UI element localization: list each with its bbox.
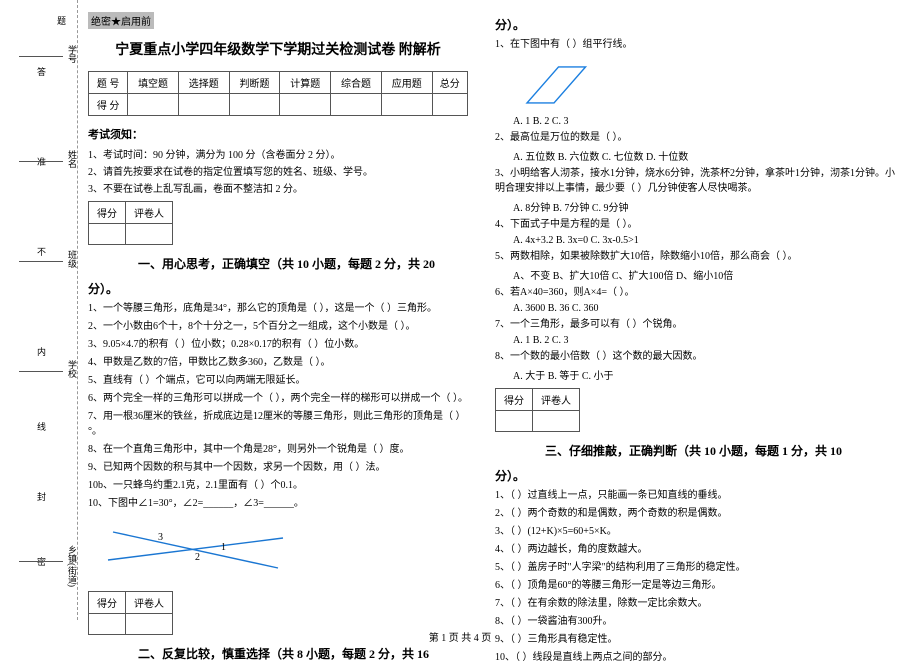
grader-table: 得分评卷人 xyxy=(495,388,580,432)
th: 应用题 xyxy=(381,72,432,94)
question: 10、下图中∠1=30°，∠2=______，∠3=______。 xyxy=(88,496,468,511)
angle-label-3: 3 xyxy=(158,532,163,543)
section3-title-b: 分）。 xyxy=(495,467,895,484)
page-footer: 第 1 页 共 4 页 xyxy=(0,629,920,644)
question: 7、（ ）在有余数的除法里，除数一定比余数大。 xyxy=(495,596,895,611)
question: 2、（ ）两个奇数的和是偶数，两个奇数的积是偶数。 xyxy=(495,506,895,521)
binding-column: 题 答 学号 准 姓名 不 班级 内 学校 线 封 密 乡镇(街道) xyxy=(5,0,78,620)
mini-c2: 评卷人 xyxy=(126,592,173,614)
question: 3、小明给客人沏茶，接水1分钟，烧水6分钟，洗茶杯2分钟，拿茶叶1分钟，沏茶1分… xyxy=(495,166,895,196)
class-label: 班级 xyxy=(7,250,79,268)
instruction: 3、不要在试卷上乱写乱画，卷面不整洁扣 2 分。 xyxy=(88,180,468,195)
question: 10b、一只蜂鸟约重2.1克，2.1里面有（ ）个0.1。 xyxy=(88,478,468,493)
question: 7、用一根36厘米的铁丝，折成底边是12厘米的等腰三角形，则此三角形的顶角是（ … xyxy=(88,409,468,439)
binding-char: 答 xyxy=(37,65,46,78)
table-row: 题 号 填空题 选择题 判断题 计算题 综合题 应用题 总分 xyxy=(89,72,468,94)
instruction: 1、考试时间：90 分钟，满分为 100 分（含卷面分 2 分）。 xyxy=(88,146,468,161)
binding-char: 线 xyxy=(37,420,46,433)
question: 1、在下图中有（ ）组平行线。 xyxy=(495,37,895,52)
exam-title: 宁夏重点小学四年级数学下学期过关检测试卷 附解析 xyxy=(88,39,468,59)
grader-table: 得分评卷人 xyxy=(88,201,173,245)
score-table: 题 号 填空题 选择题 判断题 计算题 综合题 应用题 总分 得 分 xyxy=(88,71,468,116)
name-label: 姓名 xyxy=(7,150,79,168)
question: 2、最高位是万位的数是（ ）。 xyxy=(495,130,895,145)
binding-char: 内 xyxy=(37,345,46,358)
mini-c2: 评卷人 xyxy=(126,202,173,224)
question: 9、已知两个因数的积与其中一个因数，求另一个因数，用（ ）法。 xyxy=(88,460,468,475)
table-row: 得 分 xyxy=(89,94,468,116)
section2-title-b: 分）。 xyxy=(495,16,895,33)
question: 6、若A×40=360，则A×4=（ ）。 xyxy=(495,285,895,300)
question: 6、两个完全一样的三角形可以拼成一个（ ），两个完全一样的梯形可以拼成一个（ ）… xyxy=(88,391,468,406)
options: A. 五位数 B. 六位数 C. 七位数 D. 十位数 xyxy=(513,148,895,163)
question: 5、（ ）盖房子时"人字梁"的结构利用了三角形的稳定性。 xyxy=(495,560,895,575)
options: A、不变 B、扩大10倍 C、扩大100倍 D、缩小10倍 xyxy=(513,267,895,282)
row-label: 得 分 xyxy=(89,94,128,116)
question: 3、9.05×4.7的积有（ ）位小数；0.28×0.17的积有（ ）位小数。 xyxy=(88,337,468,352)
section1-title-b: 分）。 xyxy=(88,280,468,297)
options: A. 大于 B. 等于 C. 小于 xyxy=(513,367,895,382)
question: 5、直线有（ ）个端点，它可以向两端无限延长。 xyxy=(88,373,468,388)
angle-label-1: 1 xyxy=(221,542,226,553)
angle-label-2: 2 xyxy=(195,552,200,563)
mini-c1: 得分 xyxy=(89,202,126,224)
left-column: 绝密★启用前 宁夏重点小学四年级数学下学期过关检测试卷 附解析 题 号 填空题 … xyxy=(88,12,468,666)
th: 计算题 xyxy=(280,72,331,94)
question: 6、（ ）顶角是60°的等腰三角形一定是等边三角形。 xyxy=(495,578,895,593)
th: 判断题 xyxy=(229,72,280,94)
mini-c2: 评卷人 xyxy=(533,389,580,411)
options: A. 1 B. 2 C. 3 xyxy=(513,116,895,127)
th: 填空题 xyxy=(128,72,179,94)
options: A. 1 B. 2 C. 3 xyxy=(513,335,895,346)
question: 2、一个小数由6个十，8个十分之一，5个百分之一组成，这个小数是（ ）。 xyxy=(88,319,468,334)
question: 1、（ ）过直线上一点，只能画一条已知直线的垂线。 xyxy=(495,488,895,503)
rhombus-figure xyxy=(509,57,599,112)
right-column: 分）。 1、在下图中有（ ）组平行线。 A. 1 B. 2 C. 3 2、最高位… xyxy=(495,12,895,668)
th: 总分 xyxy=(432,72,467,94)
binding-char: 题 xyxy=(57,14,66,27)
mini-c1: 得分 xyxy=(496,389,533,411)
section2-title: 二、反复比较，慎重选择（共 8 小题，每题 2 分，共 16 xyxy=(138,645,429,662)
question: 10、（ ）线段是直线上两点之间的部分。 xyxy=(495,650,895,665)
student-id-label: 学号 xyxy=(7,45,79,63)
th: 选择题 xyxy=(178,72,229,94)
binding-char: 封 xyxy=(37,490,46,503)
question: 4、甲数是乙数的7倍，甲数比乙数多360，乙数是（ ）。 xyxy=(88,355,468,370)
town-label: 乡镇(街道) xyxy=(7,545,79,587)
section3-title: 三、仔细推敲，正确判断（共 10 小题，每题 1 分，共 10 xyxy=(545,442,842,459)
question: 4、下面式子中是方程的是（ ）。 xyxy=(495,217,895,232)
section1-title: 一、用心思考，正确填空（共 10 小题，每题 2 分，共 20 xyxy=(138,255,435,272)
question: 8、在一个直角三角形中，其中一个角是28°，则另外一个锐角是（ ）度。 xyxy=(88,442,468,457)
question: 8、一个数的最小倍数（ ）这个数的最大因数。 xyxy=(495,349,895,364)
instruction: 2、请首先按要求在试卷的指定位置填写您的姓名、班级、学号。 xyxy=(88,163,468,178)
confidential-label: 绝密★启用前 xyxy=(88,12,154,29)
school-label: 学校 xyxy=(7,360,79,378)
question: 4、（ ）两边越长，角的度数越大。 xyxy=(495,542,895,557)
question: 8、（ ）一袋酱油有300升。 xyxy=(495,614,895,629)
angle-figure: 3 2 1 xyxy=(98,518,298,578)
th: 综合题 xyxy=(331,72,382,94)
th: 题 号 xyxy=(89,72,128,94)
question: 5、两数相除，如果被除数扩大10倍，除数缩小10倍，那么商会（ ）。 xyxy=(495,249,895,264)
mini-c1: 得分 xyxy=(89,592,126,614)
options: A. 8分钟 B. 7分钟 C. 9分钟 xyxy=(513,199,895,214)
instructions-header: 考试须知： xyxy=(88,126,468,142)
options: A. 4x+3.2 B. 3x=0 C. 3x-0.5>1 xyxy=(513,235,895,246)
options: A. 3600 B. 36 C. 360 xyxy=(513,303,895,314)
question: 1、一个等腰三角形，底角是34°，那么它的顶角是（ ），这是一个（ ）三角形。 xyxy=(88,301,468,316)
question: 3、（ ）(12+K)×5=60+5×K。 xyxy=(495,524,895,539)
question: 7、一个三角形，最多可以有（ ）个锐角。 xyxy=(495,317,895,332)
